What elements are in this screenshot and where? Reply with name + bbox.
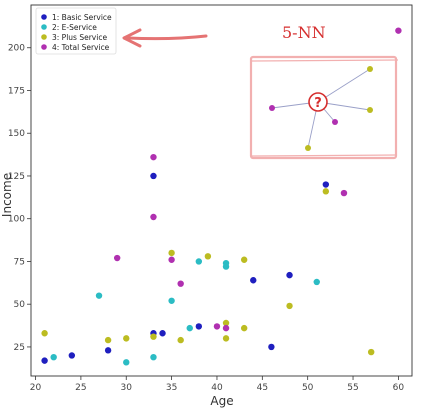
x-tick-label: 55 [347,383,358,393]
data-point-series-4 [177,280,184,287]
neighbor-point [269,105,275,111]
data-point-series-2 [150,353,157,361]
x-axis-label: Age [210,394,233,408]
data-point-series-3 [286,302,293,310]
y-tick-label: 25 [14,343,25,353]
data-point-series-4 [395,27,402,34]
data-point-series-4 [222,324,230,332]
x-tick-label: 35 [166,383,177,393]
legend-label: 3: Plus Service [52,33,107,42]
data-point-series-3 [104,336,112,344]
y-tick-label: 150 [8,129,25,139]
knn-neighbor-points [269,66,373,151]
legend-marker [41,44,47,50]
x-axis-ticks: 20 25 30 35 40 45 50 55 60 [30,376,405,393]
x-tick-label: 60 [393,383,405,393]
data-point-series-1 [322,181,330,188]
neighbor-point [332,119,338,125]
data-point-series-3 [222,335,230,342]
data-point-series-2 [50,353,57,361]
legend-marker [41,24,47,30]
data-point-series-2 [195,258,203,265]
y-tick-label: 100 [8,215,25,225]
query-point-circle [308,92,328,112]
y-tick-label: 200 [8,44,25,54]
x-tick-label: 30 [121,383,133,393]
data-point-series-3 [222,319,230,327]
x-tick-label: 50 [302,383,314,393]
data-point-series-1 [195,323,203,330]
data-point-series-4 [150,153,157,161]
neighbor-link [317,68,371,103]
data-point-series-1 [268,343,275,351]
data-point-series-3 [150,333,157,340]
data-points [41,27,402,366]
data-point-series-3 [177,336,184,344]
data-point-series-2 [95,292,103,299]
data-point-series-4 [113,254,121,262]
data-point-series-2 [222,263,230,270]
data-point-series-3 [168,249,175,257]
y-axis-label: Income [0,173,14,217]
legend-label: 2: E-Service [52,23,97,32]
data-point-series-4 [168,256,175,263]
plot-frame [30,4,413,377]
data-point-series-3 [322,188,330,195]
data-point-series-3 [41,330,48,337]
data-point-series-3 [240,324,248,332]
data-point-series-1 [41,357,48,364]
legend-label: 4: Total Service [52,43,110,52]
x-tick-label: 25 [75,383,86,393]
legend-label: 1: Basic Service [52,13,112,22]
x-tick-label: 40 [211,383,223,393]
data-point-series-1 [159,330,166,337]
neighbor-point [305,145,311,151]
data-point-series-2 [186,324,193,332]
knn-diagram-box [249,55,398,160]
data-point-series-3 [123,335,130,342]
y-tick-label: 125 [8,172,25,182]
data-point-series-3 [204,253,212,260]
data-point-series-1 [250,277,257,284]
data-point-series-1 [286,271,293,279]
y-tick-label: 75 [14,257,25,267]
neighbor-point [367,107,373,113]
red-arrow-annotation [122,28,208,48]
data-point-series-3 [367,348,375,356]
data-point-series-1 [104,347,112,354]
data-point-series-4 [213,323,221,330]
knn-diagram: ? [249,55,399,160]
query-point-symbol: ? [314,96,322,111]
y-axis-ticks: 25 50 75 100 125 150 175 200 [8,44,31,353]
data-point-series-3 [240,256,248,263]
y-tick-label: 175 [8,86,25,96]
data-point-series-1 [150,172,157,180]
x-tick-label: 45 [257,383,268,393]
legend-box [35,7,117,55]
data-point-series-2 [123,359,130,366]
data-point-series-2 [168,297,175,304]
data-point-series-1 [68,352,76,359]
data-point-series-2 [313,278,320,286]
y-tick-label: 50 [14,300,26,310]
data-point-series-4 [340,189,348,197]
knn-label: 5-NN [282,23,326,42]
x-tick-label: 20 [30,383,42,393]
neighbor-point [367,66,373,72]
data-point-series-4 [150,213,157,221]
legend-marker [41,14,47,20]
plot-area-border [30,4,413,377]
legend-marker [41,34,47,40]
